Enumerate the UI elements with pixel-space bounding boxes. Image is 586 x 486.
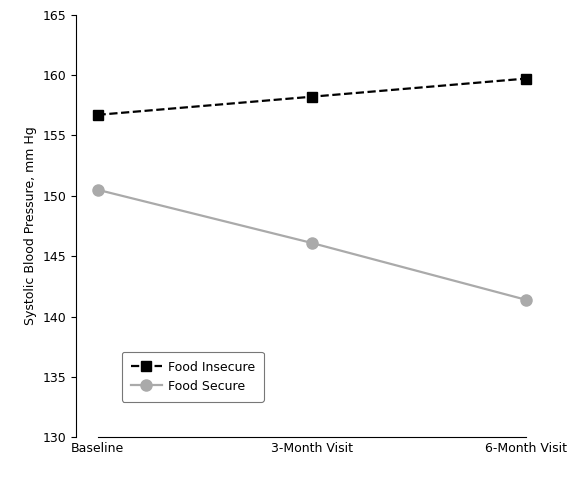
- Line: Food Secure: Food Secure: [92, 184, 531, 305]
- Y-axis label: Systolic Blood Pressure, mm Hg: Systolic Blood Pressure, mm Hg: [24, 127, 37, 325]
- Food Insecure: [308, 94, 315, 100]
- Food Insecure: [522, 76, 529, 82]
- Legend: Food Insecure, Food Secure: Food Insecure, Food Secure: [122, 352, 264, 401]
- Food Secure: [308, 240, 315, 246]
- Food Secure: [522, 297, 529, 303]
- Food Secure: [94, 187, 101, 192]
- Food Insecure: [94, 112, 101, 118]
- Line: Food Insecure: Food Insecure: [93, 74, 530, 120]
